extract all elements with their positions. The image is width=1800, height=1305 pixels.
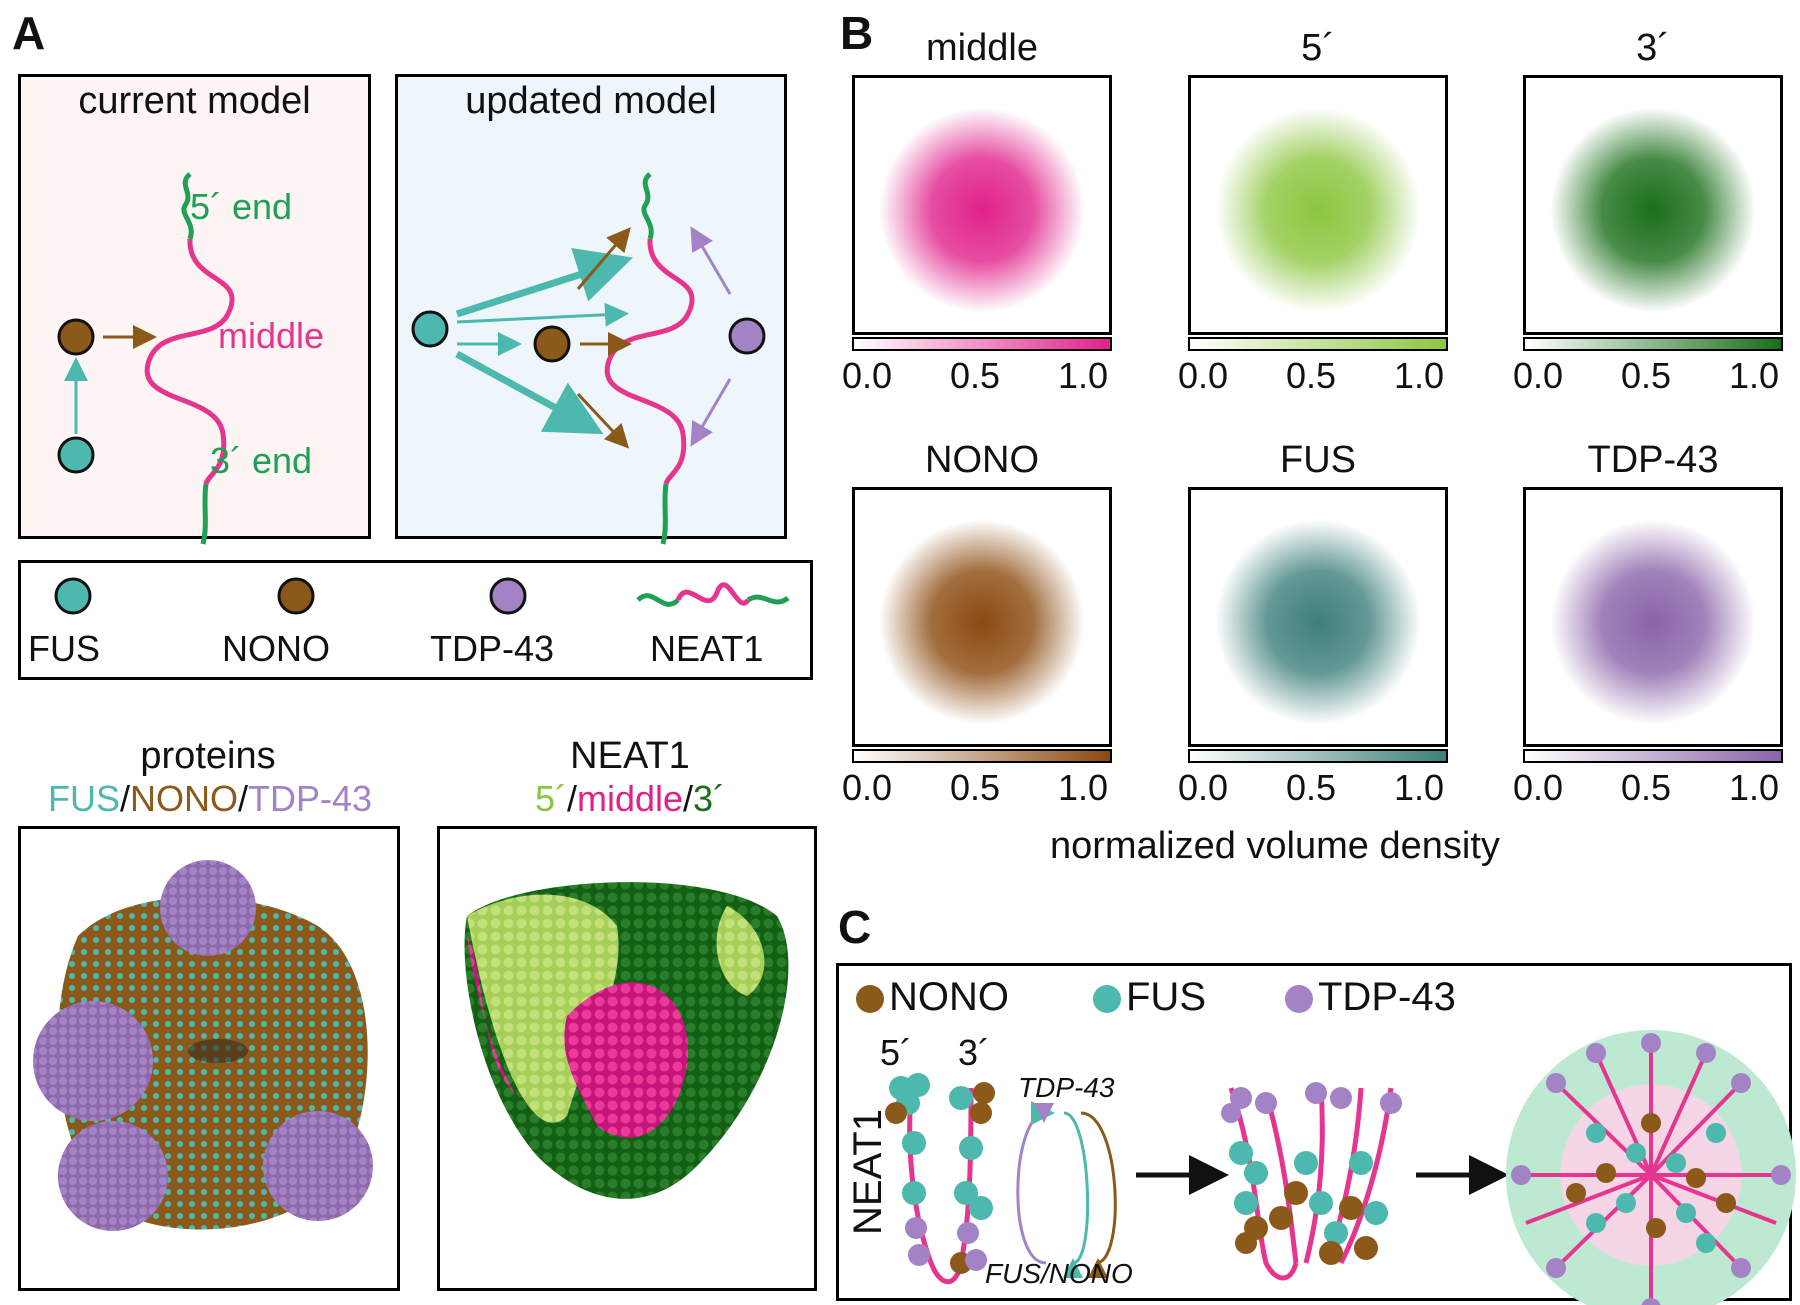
sub-slash: / — [566, 778, 577, 819]
updated-model-box — [395, 74, 787, 539]
colorbar-tick: 1.0 — [1394, 767, 1445, 808]
colorbar — [852, 337, 1112, 351]
updated-model-title: updated model — [465, 80, 717, 122]
current-model-title: current model — [78, 80, 311, 122]
tdp43-cluster — [33, 1001, 153, 1121]
density-map — [1523, 487, 1783, 747]
nono-node — [533, 325, 571, 363]
fus-node — [411, 310, 449, 348]
fus-node — [57, 436, 95, 474]
colorbar-tick: 1.0 — [1729, 767, 1780, 808]
colorbar-tick: 0.0 — [1178, 767, 1229, 808]
colorbar-tick: 0.5 — [1286, 355, 1337, 396]
density-map-title: FUS — [1280, 439, 1356, 481]
density-map-title: middle — [926, 27, 1038, 69]
c-tdp43-italic: TDP-43 — [1018, 1072, 1115, 1103]
nono-legend-icon — [277, 577, 315, 615]
panel-b-letter: B — [840, 7, 874, 59]
colorbar-tick: 0.0 — [1513, 355, 1564, 396]
colorbar-tick: 0.0 — [1178, 355, 1229, 396]
density-map-title: 5´ — [1301, 27, 1335, 69]
colorbar-tick: 0.5 — [1621, 355, 1672, 396]
fus-legend-icon — [54, 577, 92, 615]
tdp43-cluster — [263, 1111, 373, 1221]
colorbar-tick: 0.0 — [842, 355, 893, 396]
density-map-title: 3´ — [1636, 27, 1670, 69]
colorbar-tick: 0.0 — [842, 767, 893, 808]
current-model-diagram — [57, 172, 235, 545]
current-3-end-label: 3´ end — [210, 440, 313, 481]
colorbar-tick: 0.5 — [950, 767, 1001, 808]
c-legend-tdp43: TDP-43 — [1318, 975, 1456, 1019]
proteins-render — [33, 860, 373, 1231]
legend-fus: FUS — [28, 628, 100, 669]
sub-fus: FUS — [47, 778, 120, 819]
current-5-end-label: 5´ end — [190, 186, 293, 227]
colorbar — [852, 749, 1112, 763]
legend-nono: NONO — [222, 628, 330, 669]
legend-tdp43: TDP-43 — [430, 628, 555, 669]
density-map — [1188, 75, 1448, 335]
density-map — [852, 75, 1112, 335]
c-fusnono-italic: FUS/NONO — [985, 1258, 1133, 1289]
c-neat1-label: NEAT1 — [846, 1109, 890, 1235]
colorbar-tick: 0.5 — [1286, 767, 1337, 808]
c-5-end: 5´ — [880, 1032, 913, 1073]
density-map — [852, 487, 1112, 747]
colorbar-tick: 1.0 — [1394, 355, 1445, 396]
tdp43-legend-icon — [489, 577, 527, 615]
colorbar-tick: 1.0 — [1729, 355, 1780, 396]
updated-model-diagram — [411, 172, 766, 545]
colorbar-tick: 0.5 — [950, 355, 1001, 396]
colorbar-tick: 1.0 — [1058, 767, 1109, 808]
proteins-title: proteins — [140, 735, 276, 777]
panel-a-letter: A — [12, 7, 46, 59]
c-3-end: 3´ — [958, 1032, 991, 1073]
colorbar — [1523, 749, 1783, 763]
colorbar-tick: 0.5 — [1621, 767, 1672, 808]
sub-tdp43: TDP-43 — [248, 778, 373, 819]
legend-symbols — [54, 577, 790, 615]
density-map-title: TDP-43 — [1587, 439, 1719, 481]
c-legend-nono: NONO — [889, 975, 1009, 1019]
neat1-render — [464, 882, 789, 1199]
neat1-subtitle: 5´/middle/3´ — [440, 778, 820, 820]
proteins-subtitle: FUS/NONO/TDP-43 — [0, 778, 420, 820]
density-map — [1523, 75, 1783, 335]
density-xlabel: normalized volume density — [1050, 825, 1500, 867]
sub-5: 5´ — [534, 778, 567, 819]
proteins-render-box — [18, 826, 400, 1291]
c-legend-fus: FUS — [1126, 975, 1206, 1019]
neat1-title: NEAT1 — [570, 735, 690, 777]
neat1-render-box — [437, 826, 817, 1291]
sub-middle: middle — [576, 778, 684, 819]
tdp43-cluster — [58, 1121, 168, 1231]
protein-legend-box — [18, 560, 813, 680]
sub-3: 3´ — [693, 778, 726, 819]
density-map-title: NONO — [925, 439, 1039, 481]
panel-c-diagram — [856, 985, 1796, 1305]
sub-nono: NONO — [129, 778, 238, 819]
colorbar — [1523, 337, 1783, 351]
colorbar-tick: 1.0 — [1058, 355, 1109, 396]
legend-neat1: NEAT1 — [650, 628, 764, 669]
tdp43-node — [728, 317, 766, 355]
density-map — [1188, 487, 1448, 747]
colorbar — [1188, 749, 1448, 763]
panel-c-letter: C — [838, 901, 872, 953]
panel-c-box — [836, 963, 1792, 1301]
nono-node — [57, 318, 95, 356]
colorbar — [1188, 337, 1448, 351]
current-middle-label: middle — [218, 315, 325, 356]
colorbar-tick: 0.0 — [1513, 767, 1564, 808]
sub-slash: / — [119, 778, 130, 819]
tdp43-cluster — [160, 860, 256, 956]
sub-slash: / — [683, 778, 694, 819]
sub-slash: / — [237, 778, 248, 819]
